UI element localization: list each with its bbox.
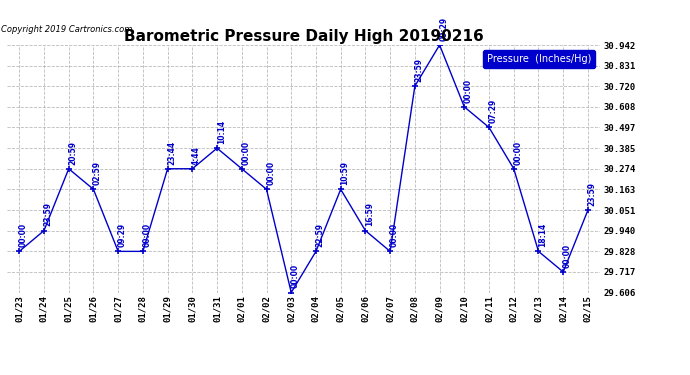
Text: Copyright 2019 Cartronics.com: Copyright 2019 Cartronics.com (1, 25, 132, 34)
Title: Barometric Pressure Daily High 20190216: Barometric Pressure Daily High 20190216 (124, 29, 484, 44)
Text: 16:59: 16:59 (365, 202, 374, 226)
Text: 00:00: 00:00 (143, 223, 152, 247)
Text: 00:00: 00:00 (464, 79, 473, 103)
Text: 00:00: 00:00 (241, 141, 250, 165)
Text: 22:59: 22:59 (315, 223, 324, 247)
Text: 02:59: 02:59 (93, 161, 102, 185)
Text: 20:59: 20:59 (68, 141, 77, 165)
Text: 23:44: 23:44 (167, 141, 176, 165)
Text: 00:00: 00:00 (563, 244, 572, 268)
Text: 10:59: 10:59 (340, 161, 349, 185)
Text: 07:29: 07:29 (489, 99, 497, 123)
Text: 00:00: 00:00 (513, 141, 522, 165)
Legend: Pressure  (Inches/Hg): Pressure (Inches/Hg) (483, 50, 595, 68)
Text: 09:29: 09:29 (118, 223, 127, 247)
Text: 18:14: 18:14 (538, 223, 547, 247)
Text: 23:59: 23:59 (588, 182, 597, 206)
Text: 00:00: 00:00 (291, 264, 300, 288)
Text: 23:59: 23:59 (415, 58, 424, 82)
Text: 00:00: 00:00 (266, 161, 275, 185)
Text: 00:00: 00:00 (390, 223, 399, 247)
Text: 00:00: 00:00 (19, 223, 28, 247)
Text: 4:44: 4:44 (192, 146, 201, 165)
Text: 09:29: 09:29 (440, 17, 449, 41)
Text: 10:14: 10:14 (217, 120, 226, 144)
Text: 23:59: 23:59 (43, 202, 52, 226)
